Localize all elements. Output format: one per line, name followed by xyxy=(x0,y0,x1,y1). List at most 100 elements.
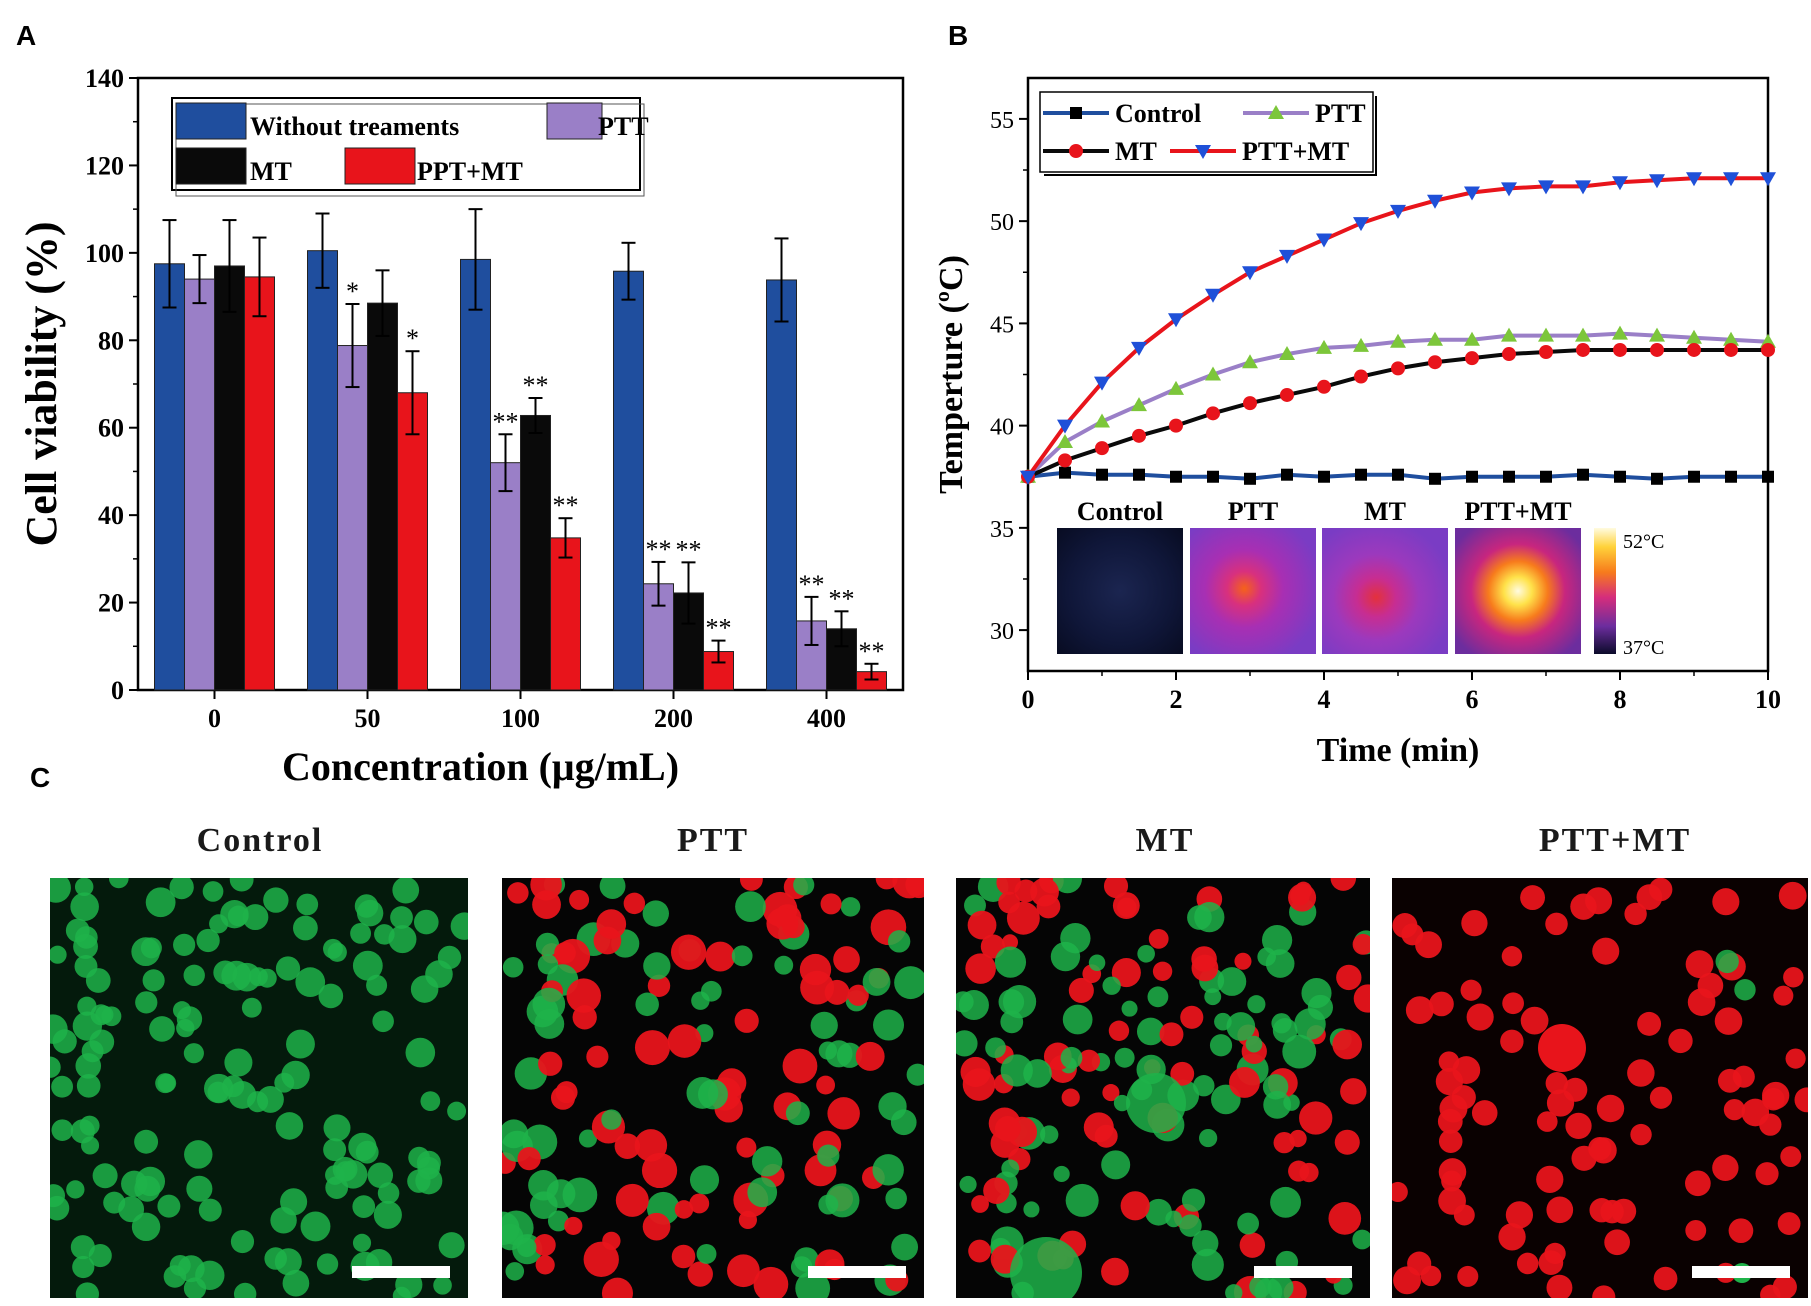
y-tick-label: 100 xyxy=(85,239,124,268)
live-cell xyxy=(1023,1201,1040,1218)
significance-mark: ** xyxy=(676,535,702,564)
data-point xyxy=(1577,468,1589,481)
data-point xyxy=(1281,468,1293,481)
dead-cell xyxy=(1502,992,1524,1015)
x-tick-label: 100 xyxy=(501,704,540,733)
legend-label: MT xyxy=(250,157,292,186)
dead-cell xyxy=(647,974,671,998)
live-cell xyxy=(198,1198,222,1222)
live-cell xyxy=(1113,1094,1131,1112)
dead-cell xyxy=(1648,878,1673,902)
live-cell xyxy=(785,1101,810,1126)
dead-cell xyxy=(799,953,832,986)
live-cell xyxy=(601,1109,622,1130)
live-cell xyxy=(50,945,67,964)
dead-cell xyxy=(566,978,602,1013)
series-ptt-mt xyxy=(1020,172,1776,485)
live-cell xyxy=(1023,1059,1052,1088)
dead-cell xyxy=(641,1152,678,1189)
dead-cell xyxy=(596,909,627,939)
legend-label: PTT xyxy=(1315,99,1366,128)
dead-cell xyxy=(1712,1154,1739,1182)
live-cell xyxy=(985,1037,1006,1059)
dead-cell xyxy=(1596,1094,1625,1123)
legend-box xyxy=(1039,91,1374,173)
live-cell xyxy=(1000,1010,1024,1034)
data-point xyxy=(1538,327,1554,342)
data-point xyxy=(1058,453,1072,468)
y-axis-label: Cell viability (%) xyxy=(17,221,66,546)
data-point xyxy=(1132,428,1146,443)
legend-label: Control xyxy=(1115,99,1201,128)
data-point xyxy=(1280,387,1294,402)
live-cell xyxy=(547,1210,569,1232)
data-point xyxy=(1540,470,1552,483)
live-cell xyxy=(352,1195,376,1218)
dead-cell xyxy=(1299,1162,1319,1183)
series-control xyxy=(1022,466,1774,485)
live-cell xyxy=(281,1060,310,1090)
live-cell xyxy=(1262,1074,1289,1100)
dead-cell xyxy=(538,1051,563,1076)
dead-cell xyxy=(1438,1158,1467,1186)
dead-cell xyxy=(1392,913,1418,939)
data-point xyxy=(1760,172,1776,187)
live-cell xyxy=(1267,1274,1294,1298)
scale-bar xyxy=(808,1266,906,1278)
data-point xyxy=(1686,172,1702,187)
dead-cell xyxy=(1565,1112,1592,1140)
dead-cell xyxy=(569,889,590,910)
live-cell xyxy=(505,1262,525,1281)
live-cell xyxy=(887,930,911,953)
legend-label: Without treaments xyxy=(250,112,459,141)
data-point xyxy=(1539,345,1553,360)
live-cell xyxy=(994,946,1027,978)
live-cell xyxy=(318,983,344,1009)
data-point xyxy=(1131,341,1147,356)
cell-image-title-control: Control xyxy=(196,822,324,859)
live-cell xyxy=(293,915,318,941)
data-point xyxy=(1094,376,1110,391)
y-tick-label: 20 xyxy=(98,589,124,618)
live-cell xyxy=(1145,1198,1172,1226)
live-cell xyxy=(537,954,559,975)
bar xyxy=(154,263,185,691)
live-cell xyxy=(1101,1150,1131,1180)
live-cell xyxy=(731,945,753,967)
y-tick-label: 60 xyxy=(98,414,124,443)
dead-cell xyxy=(1546,1196,1574,1224)
live-cell xyxy=(502,1211,520,1246)
thermal-image-label: Control xyxy=(1077,497,1163,526)
live-cell xyxy=(878,1092,907,1121)
dead-cell xyxy=(583,1241,619,1278)
data-point xyxy=(1725,470,1737,483)
bar xyxy=(520,414,551,691)
live-cell xyxy=(956,991,974,1013)
dead-cell xyxy=(615,1183,649,1217)
dead-cell xyxy=(1415,931,1442,959)
live-cell xyxy=(818,1041,838,1060)
live-cell xyxy=(817,1144,840,1167)
live-cell xyxy=(818,1194,839,1215)
live-cell xyxy=(1137,944,1155,963)
panel-label-c: C xyxy=(30,762,51,793)
live-cell xyxy=(242,904,269,931)
bar xyxy=(490,462,521,691)
dead-cell xyxy=(1668,1028,1693,1054)
dead-cell xyxy=(1353,984,1370,1013)
live-cell xyxy=(1715,949,1739,974)
live-cell xyxy=(1209,1034,1233,1057)
data-point xyxy=(1613,342,1627,357)
legend-swatch xyxy=(175,147,247,185)
dead-cell xyxy=(734,1008,759,1033)
live-cell xyxy=(599,878,626,899)
live-cell xyxy=(1053,1165,1070,1183)
data-point xyxy=(1391,361,1405,376)
dead-cell xyxy=(1061,1088,1080,1107)
live-cell xyxy=(534,1009,565,1039)
live-cell xyxy=(578,1129,597,1148)
dead-cell xyxy=(998,891,1020,914)
live-cell xyxy=(338,1160,368,1189)
dead-cell xyxy=(1299,1101,1333,1135)
live-cell xyxy=(149,1016,175,1042)
